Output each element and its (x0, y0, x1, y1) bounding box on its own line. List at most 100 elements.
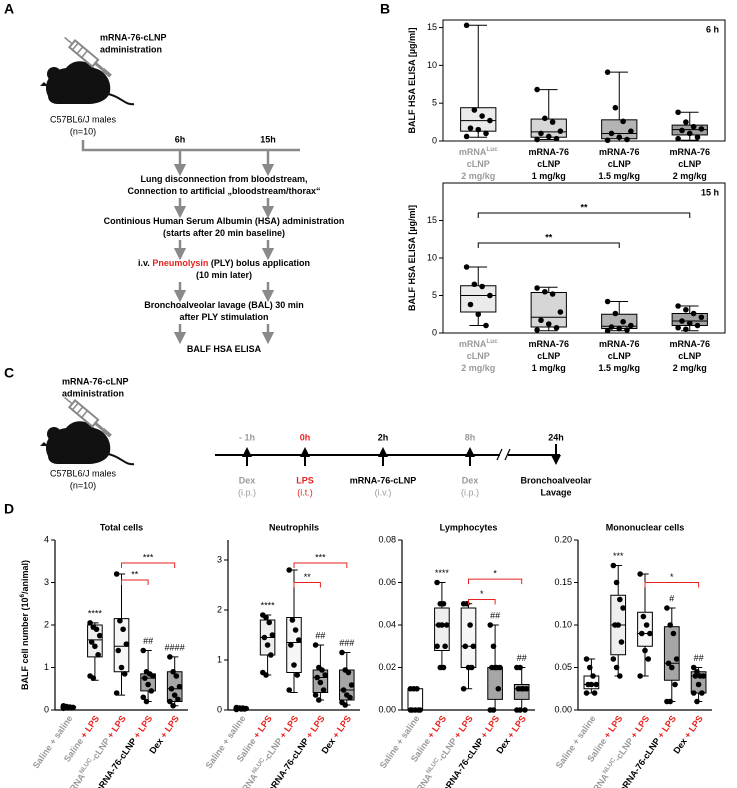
label-segment: + LPS (479, 714, 502, 740)
y-tick-label: 5 (432, 98, 437, 108)
data-point (286, 567, 293, 573)
data-point (672, 681, 678, 688)
data-point (267, 652, 274, 658)
label: mRNALuc (459, 338, 498, 349)
event-label: (i.p.) (461, 487, 479, 497)
data-point (487, 117, 493, 124)
label-segment: + LPS (159, 714, 182, 740)
label: mRNA-76 (528, 147, 569, 157)
event-label: Dex (239, 475, 256, 485)
label: 2 mg/kg (461, 171, 495, 181)
data-point (679, 127, 685, 134)
data-point (613, 664, 620, 671)
data-point (463, 264, 470, 270)
label-segment: + LPS (629, 714, 652, 740)
significance-label: ### (339, 638, 354, 648)
data-point (665, 660, 672, 667)
data-point (690, 664, 697, 671)
panel-label: A (4, 1, 14, 17)
label: mRNA-76 (599, 339, 640, 349)
label-segment: 1 mg/kg (532, 363, 566, 373)
label-segment: Luc (486, 338, 498, 345)
data-point (617, 673, 623, 679)
label-segment: cLNP (467, 351, 490, 361)
data-point (170, 702, 176, 709)
data-point (342, 702, 349, 708)
event-label: Lavage (540, 487, 571, 497)
label-segment: + LPS (132, 714, 155, 740)
data-point (495, 685, 502, 692)
data-point (322, 672, 328, 678)
label-segment: mRNA-76 (669, 147, 710, 157)
significance-label: ** (304, 572, 312, 582)
event-label: (i.v.) (375, 487, 392, 497)
data-point (683, 306, 689, 313)
data-point (118, 664, 125, 671)
label: cLNP (467, 159, 490, 169)
label-segment: BALF HSA ELISA [µg/ml] (407, 27, 417, 133)
drug-label: mRNA-76-cLNP (62, 376, 129, 386)
data-point (121, 671, 128, 677)
label-segment: + LPS (506, 714, 529, 740)
label: cLNP (537, 351, 560, 361)
significance-label: ** (131, 569, 139, 579)
label-segment: + LPS (426, 714, 449, 740)
data-point (168, 685, 175, 692)
data-point (148, 688, 155, 694)
data-point (690, 310, 697, 317)
event-label: mRNA-76-cLNP (350, 475, 417, 485)
event-time: - 1h (239, 432, 255, 442)
data-point (620, 605, 626, 611)
data-point (557, 309, 564, 315)
data-point (171, 692, 178, 698)
data-point (348, 682, 355, 688)
y-tick-label: 2 (44, 619, 49, 629)
drug-label: mRNA-76-cLNP (100, 32, 167, 42)
label: 1.5 mg/kg (598, 171, 640, 181)
event-label: Bronchoalveolar (520, 475, 592, 485)
significance-label: *** (315, 552, 326, 562)
data-point (699, 690, 705, 696)
data-point (616, 134, 623, 141)
step-segment: i.v. (138, 258, 152, 268)
significance-bracket (477, 212, 691, 218)
label-segment: Saline (62, 734, 87, 764)
significance-label: **** (261, 600, 276, 610)
data-point (624, 327, 630, 333)
data-point (613, 579, 620, 586)
data-point (620, 118, 626, 125)
data-point (113, 571, 120, 577)
step-segment: (10 min later) (196, 270, 252, 280)
drug-label: administration (62, 388, 124, 398)
data-point (694, 322, 701, 329)
data-point (700, 673, 707, 679)
y-tick-label: 10 (427, 60, 437, 70)
label-segment: Saline (585, 734, 610, 764)
data-point (439, 622, 445, 628)
step-segment: BALF HSA ELISA (187, 344, 262, 354)
significance-bracket (121, 579, 149, 585)
data-point (263, 614, 269, 621)
data-point (534, 327, 540, 333)
box (407, 688, 424, 711)
label-segment: 6 (19, 594, 26, 598)
label-segment: 1 mg/kg (532, 171, 566, 181)
timepoint: 6h (175, 134, 186, 144)
data-point (673, 656, 680, 662)
data-point (319, 667, 325, 673)
step-text: (starts after 20 min baseline) (163, 228, 285, 238)
data-point (475, 126, 482, 133)
event-label: Dex (462, 475, 479, 485)
timeline (215, 448, 560, 461)
label-segment: + LPS (683, 714, 706, 740)
significance-label: *** (143, 552, 154, 562)
data-point (471, 281, 478, 288)
label: cLNP (467, 351, 490, 361)
event-time: 8h (465, 432, 476, 442)
data-point (647, 630, 653, 637)
data-point (694, 698, 700, 705)
data-point (612, 104, 619, 111)
y-tick-label: 0 (44, 704, 49, 714)
data-point (694, 134, 701, 141)
